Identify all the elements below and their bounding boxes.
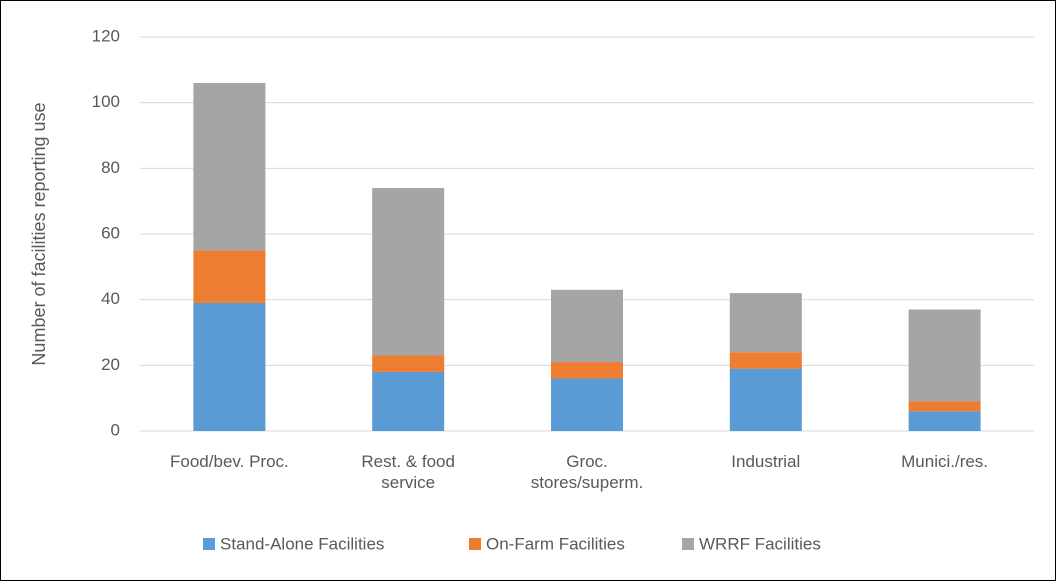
y-tick-label: 120 <box>92 26 120 45</box>
bar-segment <box>729 293 802 353</box>
x-tick-label: Rest. & food service <box>361 452 455 492</box>
legend-swatch <box>469 538 481 550</box>
legend-label: Stand-Alone Facilities <box>220 534 384 553</box>
x-tick-label: Groc. stores/superm. <box>530 452 644 492</box>
bar-segment <box>372 355 445 372</box>
x-tick-label: Food/bev. Proc. <box>170 452 289 471</box>
bar-segment <box>551 362 623 379</box>
bar-segment <box>372 188 445 356</box>
y-tick-label: 100 <box>92 92 120 111</box>
legend-label: WRRF Facilities <box>699 534 821 553</box>
x-tick-label: Munici./res. <box>901 452 989 471</box>
bar-segment <box>193 82 266 251</box>
y-axis-title: Number of facilities reporting use <box>29 102 49 365</box>
bar-segment <box>193 302 266 431</box>
y-tick-label: 0 <box>111 420 120 439</box>
bar-segment <box>729 368 802 431</box>
bar-segment <box>729 352 802 369</box>
bar-segment <box>551 378 623 431</box>
bar-segment <box>908 401 981 412</box>
y-tick-label: 40 <box>101 289 120 308</box>
bar-segment <box>908 309 981 402</box>
legend-label: On-Farm Facilities <box>486 534 625 553</box>
y-tick-label: 80 <box>101 158 120 177</box>
bar-segment <box>372 371 445 431</box>
legend-swatch <box>682 538 694 550</box>
bar-segment <box>193 250 266 303</box>
legend-swatch <box>203 538 215 550</box>
x-tick-label: Industrial <box>731 452 801 471</box>
bar-segment <box>551 289 623 363</box>
y-tick-label: 60 <box>101 223 120 242</box>
y-tick-label: 20 <box>101 355 120 374</box>
bar-segment <box>908 411 981 431</box>
